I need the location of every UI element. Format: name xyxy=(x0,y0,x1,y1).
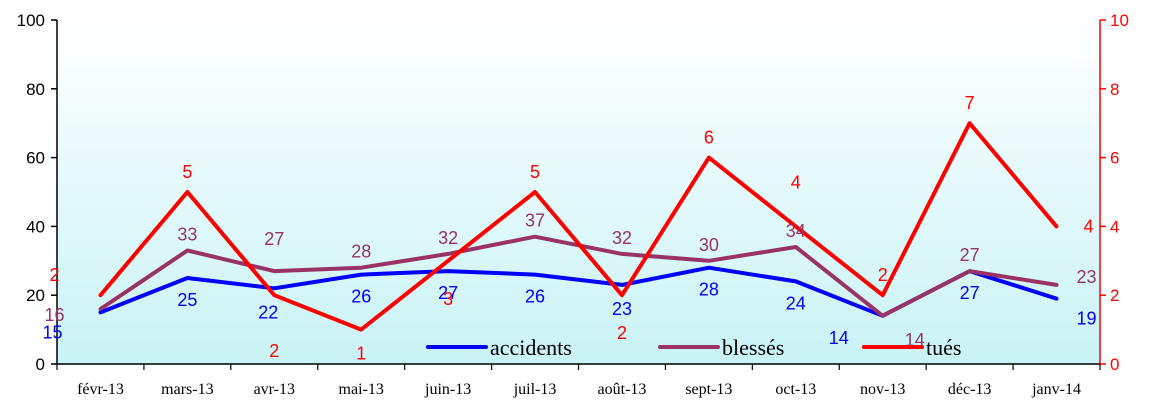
x-tick-label: août-13 xyxy=(598,381,647,398)
data-label-accidents: 23 xyxy=(612,299,632,319)
data-label-blessés: 33 xyxy=(177,224,197,244)
data-label-blessés: 27 xyxy=(960,245,980,265)
data-label-accidents: 22 xyxy=(258,302,278,322)
x-tick-label: nov-13 xyxy=(860,381,905,398)
right-tick-label: 10 xyxy=(1110,11,1129,30)
right-tick-label: 8 xyxy=(1110,80,1119,99)
x-tick-label: janv-14 xyxy=(1031,381,1081,398)
data-label-tués: 4 xyxy=(1084,216,1094,236)
data-label-blessés: 16 xyxy=(44,305,64,325)
legend-label-blessés: blessés xyxy=(722,335,784,360)
right-tick-label: 6 xyxy=(1110,149,1119,168)
data-label-accidents: 14 xyxy=(829,328,849,348)
data-label-tués: 2 xyxy=(49,265,59,285)
x-tick-label: févr-13 xyxy=(77,381,124,398)
data-label-accidents: 15 xyxy=(42,322,62,342)
data-label-tués: 2 xyxy=(878,265,888,285)
data-label-blessés: 32 xyxy=(612,228,632,248)
data-label-accidents: 28 xyxy=(699,280,719,300)
data-label-tués: 5 xyxy=(530,162,540,182)
data-label-accidents: 26 xyxy=(351,287,371,307)
data-label-tués: 2 xyxy=(269,341,279,361)
data-label-blessés: 14 xyxy=(905,330,925,350)
data-label-blessés: 37 xyxy=(525,211,545,231)
x-tick-label: juin-13 xyxy=(424,381,471,398)
data-label-accidents: 26 xyxy=(525,287,545,307)
x-tick-label: mai-13 xyxy=(339,381,384,398)
data-label-tués: 2 xyxy=(617,323,627,343)
data-label-blessés: 30 xyxy=(699,235,719,255)
data-label-blessés: 32 xyxy=(438,228,458,248)
data-label-accidents: 24 xyxy=(786,293,806,313)
right-tick-label: 0 xyxy=(1110,355,1119,374)
left-tick-label: 0 xyxy=(36,355,45,374)
data-label-tués: 4 xyxy=(791,172,801,192)
plot-background xyxy=(57,20,1100,364)
left-tick-label: 100 xyxy=(17,11,45,30)
x-tick-label: déc-13 xyxy=(948,381,992,398)
data-label-tués: 5 xyxy=(182,162,192,182)
right-tick-label: 4 xyxy=(1110,217,1119,236)
legend-label-accidents: accidents xyxy=(490,335,572,360)
data-label-blessés: 28 xyxy=(351,242,371,262)
data-label-tués: 7 xyxy=(965,93,975,113)
data-label-tués: 1 xyxy=(356,344,366,364)
data-label-accidents: 19 xyxy=(1077,309,1097,329)
legend-label-tués: tués xyxy=(926,335,961,360)
data-label-tués: 3 xyxy=(443,289,453,309)
left-tick-label: 20 xyxy=(26,286,45,305)
data-label-accidents: 27 xyxy=(438,283,458,303)
x-tick-label: oct-13 xyxy=(775,381,816,398)
x-tick-label: avr-13 xyxy=(254,381,295,398)
data-label-accidents: 27 xyxy=(960,283,980,303)
right-tick-label: 2 xyxy=(1110,286,1119,305)
x-tick-label: juil-13 xyxy=(513,381,557,398)
data-label-blessés: 27 xyxy=(264,229,284,249)
x-tick-label: mars-13 xyxy=(161,381,213,398)
x-tick-label: sept-13 xyxy=(685,381,732,398)
left-tick-label: 40 xyxy=(26,217,45,236)
left-tick-label: 80 xyxy=(26,80,45,99)
series-line-tués xyxy=(98,121,1059,332)
data-label-blessés: 34 xyxy=(786,221,806,241)
data-label-blessés: 23 xyxy=(1077,267,1097,287)
left-tick-label: 60 xyxy=(26,149,45,168)
data-label-accidents: 25 xyxy=(177,290,197,310)
data-label-tués: 6 xyxy=(704,128,714,148)
